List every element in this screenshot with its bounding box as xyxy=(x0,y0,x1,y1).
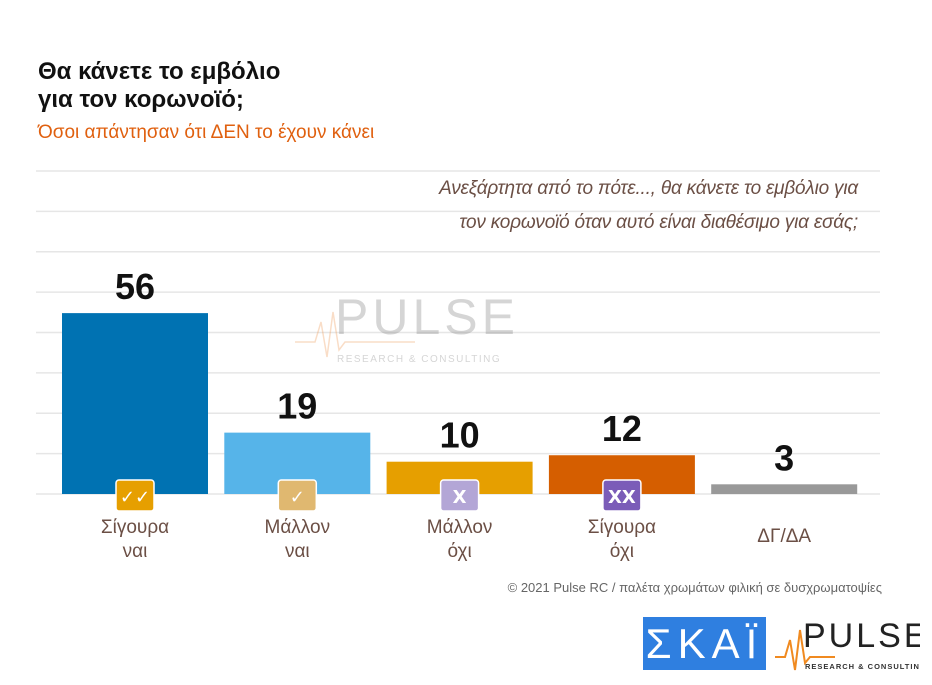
svg-text:PULSE: PULSE xyxy=(803,617,920,655)
data-label: 3 xyxy=(774,437,794,478)
data-label: 10 xyxy=(440,415,480,456)
double-x-icon xyxy=(602,479,642,512)
pulse-logo: PULSE RESEARCH & CONSULTING xyxy=(775,615,927,673)
svg-text:PULSE: PULSE xyxy=(335,292,515,345)
category-label: ναι xyxy=(285,541,310,562)
data-label: 56 xyxy=(115,266,155,307)
category-label: Σίγουρα xyxy=(588,517,656,538)
question-line-1: Ανεξάρτητα από το πότε..., θα κάνετε το … xyxy=(439,178,858,199)
svg-text:RESEARCH & CONSULTING: RESEARCH & CONSULTING xyxy=(805,662,920,671)
data-label: 19 xyxy=(277,386,317,427)
title-line-1: Θα κάνετε το εμβόλιο xyxy=(38,58,281,85)
svg-text:RESEARCH & CONSULTING: RESEARCH & CONSULTING xyxy=(337,354,501,365)
double-x-icon-glyph: XX xyxy=(608,487,636,508)
data-label: 12 xyxy=(602,408,642,449)
footer-credit: © 2021 Pulse RC / παλέτα χρωμάτων φιλική… xyxy=(507,580,882,595)
check-icon-glyph: ✓ xyxy=(290,487,305,508)
skai-logo-text: ΣΚΑΪ xyxy=(645,620,764,667)
double-check-icon xyxy=(115,479,155,512)
skai-logo: ΣΚΑΪ xyxy=(643,617,766,670)
x-icon xyxy=(439,479,480,512)
title-line-2: για τον κορωνοϊό; xyxy=(38,86,244,113)
category-label: ναι xyxy=(123,541,148,562)
double-check-icon-glyph: ✓✓ xyxy=(120,487,150,508)
question-line-2: τον κορωνοϊό όταν αυτό είναι διαθέσιμο γ… xyxy=(459,212,858,233)
check-icon xyxy=(277,479,318,512)
pulse-watermark: PULSE RESEARCH & CONSULTING xyxy=(295,289,515,377)
category-label: ΔΓ/ΔΑ xyxy=(757,526,811,547)
category-label: Μάλλον xyxy=(427,517,493,538)
chart-subtitle: Όσοι απάντησαν ότι ΔΕΝ το έχουν κάνει xyxy=(38,122,375,143)
category-label: Σίγουρα xyxy=(101,517,169,538)
category-label: όχι xyxy=(447,541,471,562)
category-label: Μάλλον xyxy=(265,517,331,538)
x-icon-glyph: X xyxy=(453,487,467,508)
category-label: όχι xyxy=(610,541,634,562)
survey-question: Ανεξάρτητα από το πότε..., θα κάνετε το … xyxy=(338,172,858,240)
bar xyxy=(62,313,208,494)
bar xyxy=(711,484,858,494)
chart-title: Θα κάνετε το εμβόλιο για τον κορωνοϊό; xyxy=(38,58,280,114)
